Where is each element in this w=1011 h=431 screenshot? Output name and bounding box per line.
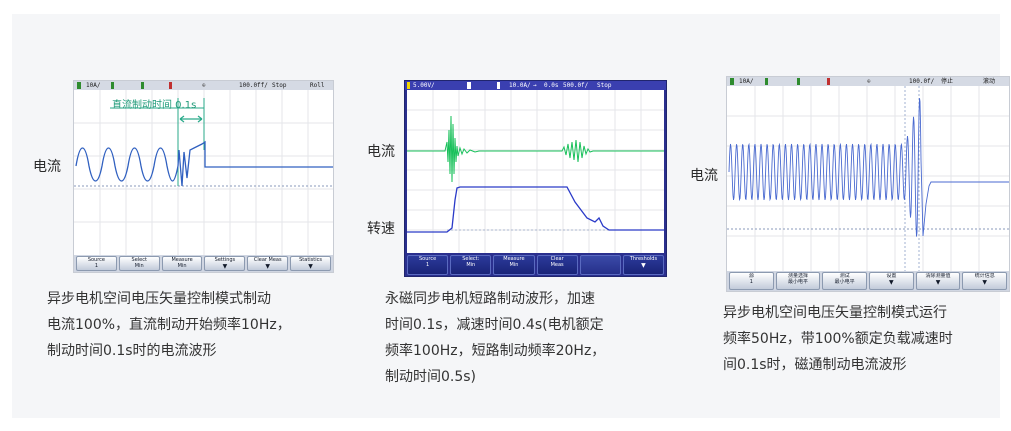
channel-2-scale: 10.0A/	[509, 82, 531, 89]
channel-2-indicator	[467, 82, 471, 89]
run-state: 停止	[941, 78, 954, 85]
softkey-clear-meas[interactable]: Clear Meas ▼	[247, 256, 289, 271]
speed-waveform	[407, 186, 664, 233]
caption-1: 异步电机空间电压矢量控制模式制动 电流100%，直流制动开始频率10Hz， 制动…	[47, 291, 291, 359]
channel-scale: 10A/	[739, 78, 754, 85]
timebase: 100.0f/	[909, 78, 935, 85]
channel-2-indicator	[765, 78, 768, 85]
scope-status-bar: 10A/ ⊕ 100.0ff/ Stop Roll	[74, 81, 333, 90]
timebase: 100.0ff/	[239, 82, 268, 89]
softkey-bar: Source 1 Select Min Measure Min Settings ▼ C…	[74, 255, 333, 272]
waveform-display	[727, 86, 1009, 271]
channel-label-current-2: 电流	[367, 144, 395, 160]
down-arrow-icon: ▼	[982, 278, 987, 286]
down-arrow-icon: ▼	[641, 261, 646, 269]
run-state: Stop	[272, 82, 287, 89]
channel-3-indicator	[497, 82, 500, 89]
delay: 0.0s	[544, 82, 559, 89]
down-arrow-icon: ▼	[308, 262, 313, 270]
softkey-select[interactable]: Select Min	[118, 256, 160, 271]
down-arrow-icon: ▼	[889, 278, 894, 286]
trigger-icon: →	[533, 82, 537, 89]
duration-arrow	[179, 115, 203, 123]
current-waveform	[728, 98, 1009, 237]
softkey-settings[interactable]: Settings ▼	[204, 256, 246, 271]
channel-4-indicator	[169, 82, 172, 89]
timebase: 500.0f/	[563, 82, 589, 89]
channel-3-indicator	[797, 78, 800, 85]
trigger-icon: ⊕	[867, 78, 871, 85]
caption-3: 异步电机空间电压矢量控制模式运行 频率50Hz，带100%额定负载减速时 间0.…	[723, 305, 953, 373]
softkey-source[interactable]: Source 1	[76, 256, 117, 271]
oscilloscope-screenshot-dc-braking: 10A/ ⊕ 100.0ff/ Stop Roll 直流制动	[73, 80, 334, 273]
softkey-source[interactable]: Source 1	[407, 255, 449, 275]
channel-label-speed: 转速	[367, 221, 395, 237]
softkey-measure[interactable]: 测试 最小电平	[822, 272, 868, 290]
channel-1-scale: 5.00V/	[413, 82, 435, 89]
softkey-measure[interactable]: Measure Min	[161, 256, 203, 271]
channel-label-current-3: 电流	[690, 168, 718, 184]
trigger-icon: ⊕	[202, 82, 206, 89]
softkey-clear-meas[interactable]: Clear Meas	[536, 255, 578, 275]
softkey-statistics[interactable]: 统计信息 ▼	[962, 272, 1008, 290]
softkey-bar: Source 1 Select: Min Measure Min Clear Meas …	[405, 254, 666, 276]
channel-1-indicator	[407, 82, 410, 89]
down-arrow-icon: ▼	[222, 262, 228, 270]
softkey-statistics[interactable]: Statistics ▼	[290, 256, 331, 271]
graticule	[407, 90, 664, 253]
scope-status-bar: 5.00V/ 10.0A/ → 0.0s 500.0f/ Stop	[405, 81, 666, 90]
softkey-select[interactable]: 测量选择 最小电平	[775, 272, 821, 290]
softkey-thresholds[interactable]: Thresholds ▼	[622, 255, 665, 275]
run-state: Stop	[597, 82, 612, 89]
channel-1-indicator	[77, 82, 81, 89]
waveform-display	[407, 90, 664, 253]
channel-4-indicator	[827, 78, 830, 85]
channel-2-indicator	[111, 82, 114, 89]
softkey-clear-meas[interactable]: 清除测量值 ▼	[915, 272, 961, 290]
softkey-settings[interactable]: 设置 ▼	[869, 272, 914, 290]
scope-status-bar: 10A/ ⊕ 100.0f/ 停止 滚动	[727, 77, 1009, 86]
down-arrow-icon: ▼	[265, 262, 271, 270]
softkey-measure[interactable]: Measure Min	[493, 255, 535, 275]
channel-label-current-1: 电流	[33, 159, 61, 175]
channel-scale: 10A/	[86, 82, 101, 89]
channel-1-indicator	[730, 78, 734, 85]
channel-3-indicator	[141, 82, 144, 89]
caption-2: 永磁同步电机短路制动波形，加速 时间0.1s，减速时间0.4s(电机额定 频率1…	[385, 291, 606, 385]
braking-time-annotation: 直流制动时间 0.1s	[112, 100, 197, 111]
acquire-mode: Roll	[310, 82, 325, 89]
down-arrow-icon: ▼	[935, 278, 941, 286]
oscilloscope-screenshot-short-circuit-braking: 5.00V/ 10.0A/ → 0.0s 500.0f/ Stop	[404, 80, 667, 277]
acquire-mode: 滚动	[983, 78, 996, 85]
current-waveform	[75, 140, 333, 187]
current-waveform	[407, 115, 664, 183]
softkey-select[interactable]: Select: Min	[450, 255, 492, 275]
waveform-display: 直流制动时间 0.1s	[74, 90, 333, 255]
softkey-empty	[579, 255, 621, 275]
